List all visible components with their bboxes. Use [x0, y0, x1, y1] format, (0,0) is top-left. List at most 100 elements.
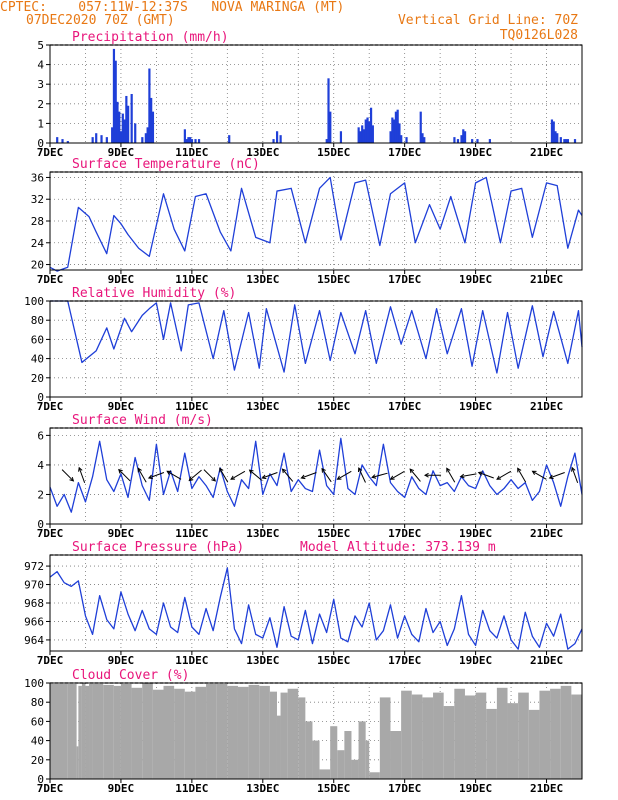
y-tick-label: 40: [31, 353, 44, 366]
precip-bar: [329, 111, 332, 143]
x-tick-label: 13DEC: [246, 146, 279, 159]
wind-arrow: [371, 472, 388, 478]
precip-bar: [116, 101, 119, 143]
wind-arrow: [549, 472, 565, 479]
wind-arrow: [282, 468, 294, 482]
cloud-bar: [248, 684, 260, 779]
wind-arrow: [532, 470, 547, 480]
precip-bar: [146, 127, 149, 143]
cloud-bar: [269, 691, 277, 779]
x-tick-label: 17DEC: [388, 654, 421, 667]
precip-bar: [559, 137, 562, 143]
cloud-bar: [287, 688, 299, 779]
wind-arrow: [166, 470, 182, 480]
precip-bar: [150, 97, 153, 143]
precip-bar: [488, 139, 491, 143]
cloud-bar: [81, 683, 86, 779]
wind-panel: 0 2 4 6 7DEC 9DEC 11DEC 13DEC 15DEC 17DEC 19DEC 21D…: [37, 413, 583, 540]
x-tick-label: 9DEC: [108, 400, 135, 413]
precip-bar: [364, 119, 367, 143]
wind-arrow: [262, 472, 278, 479]
wind-title: Surface Wind (m/s): [72, 413, 213, 428]
y-tick-label: 32: [31, 193, 44, 206]
precip-bar: [563, 139, 566, 143]
wind-arrowhead: [496, 475, 502, 480]
precip-bar: [148, 68, 151, 143]
wind-arrowhead: [188, 476, 194, 482]
precip-bar: [141, 137, 144, 143]
wind-arrow: [118, 469, 131, 482]
precip-bar: [550, 119, 554, 143]
rh-series-line: [50, 300, 583, 374]
precip-bar: [476, 139, 479, 143]
x-tick-label: 9DEC: [108, 654, 135, 667]
cloud-bar: [337, 750, 345, 779]
x-tick-label: 19DEC: [459, 782, 492, 795]
cloud-bar: [227, 685, 238, 779]
wind-arrow: [203, 469, 216, 482]
cloud-bar: [152, 689, 164, 779]
precip-bar: [361, 125, 364, 143]
cloud-bar: [312, 740, 320, 779]
precip-bar: [189, 137, 192, 143]
cloud-bar: [276, 715, 281, 779]
wind-arrowhead: [357, 467, 363, 473]
precip-bar: [190, 139, 194, 143]
cloud-bar: [89, 683, 93, 779]
precip-bar: [272, 139, 275, 143]
wind-arrow: [148, 472, 165, 479]
x-tick-label: 11DEC: [175, 654, 208, 667]
cloud-bar: [344, 731, 352, 779]
precip-bar: [123, 119, 126, 143]
precip-bar: [398, 123, 401, 143]
wind-arrowhead: [459, 473, 465, 479]
y-tick-label: 968: [24, 597, 44, 610]
cloud-bar: [120, 683, 132, 779]
precip-bar: [566, 139, 570, 143]
wind-arrowhead: [371, 474, 377, 479]
y-tick-label: 2: [37, 488, 44, 501]
wind-arrowhead: [548, 474, 554, 480]
cloud-bar: [560, 685, 572, 779]
wind-arrowhead: [423, 472, 429, 478]
y-tick-label: 966: [24, 615, 44, 628]
cloud-bar: [496, 687, 508, 779]
y-tick-label: 6: [37, 429, 44, 442]
temp-title: Surface Temperature (nC): [72, 157, 260, 172]
wind-arrowhead: [78, 466, 83, 472]
wind-arrow: [358, 467, 366, 483]
pres-panel: 964 966 968 970 972 7DEC 9DEC 11DEC 13DEC 15DEC 17…: [24, 540, 583, 667]
y-tick-label: 40: [31, 735, 44, 748]
precip-bar: [100, 135, 103, 143]
cloud-bar: [550, 688, 561, 779]
wind-arrowhead: [300, 474, 306, 480]
precip-bar: [573, 139, 577, 143]
cloud-bar: [319, 769, 331, 779]
model-altitude-label: Model Altitude: 373.139 m: [300, 540, 496, 555]
cloud-bar: [131, 687, 143, 779]
cloud-bar: [351, 759, 359, 779]
y-tick-label: 0: [37, 773, 44, 786]
x-tick-label: 21DEC: [530, 654, 563, 667]
precip-bar: [279, 135, 282, 143]
cloud-bar: [206, 683, 217, 779]
y-tick-label: 970: [24, 579, 44, 592]
x-tick-label: 13DEC: [246, 654, 279, 667]
cloud-bar: [298, 697, 306, 779]
wind-arrow: [301, 472, 317, 479]
precip-bar: [183, 129, 186, 143]
precip-bar: [197, 139, 201, 143]
precip-bar: [151, 111, 155, 143]
wind-arrowhead: [336, 475, 342, 480]
wind-arrowhead: [446, 467, 451, 473]
wind-arrow: [337, 470, 352, 480]
precip-bar: [421, 133, 424, 143]
cloud-bar: [195, 686, 207, 779]
cloud-bar: [67, 683, 77, 779]
precip-bar: [130, 94, 133, 143]
wind-arrow: [571, 467, 579, 483]
precip-bar: [453, 137, 456, 143]
precip-title: Precipitation (mm/h): [72, 30, 229, 45]
cloud-bar: [113, 685, 121, 779]
x-tick-label: 15DEC: [317, 782, 350, 795]
